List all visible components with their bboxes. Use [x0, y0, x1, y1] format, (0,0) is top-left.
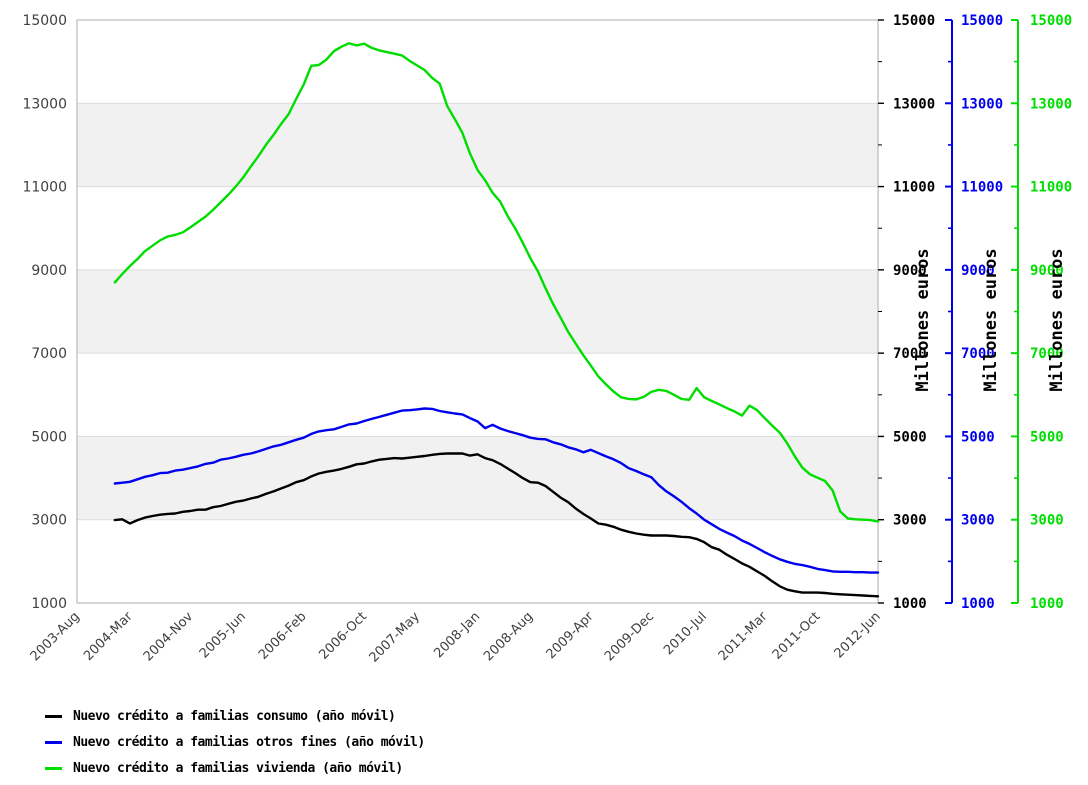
blue-axis-tick-label: 5000	[961, 429, 995, 445]
green-axis-tick-label: 15000	[1030, 13, 1072, 29]
green-axis-tick-label: 3000	[1030, 513, 1064, 529]
blue-axis-tick-label: 3000	[961, 513, 995, 529]
left-axis-tick-label: 15000	[22, 13, 67, 29]
x-axis-tick-label: 2008-Aug	[481, 609, 536, 664]
left-axis-tick-label: 5000	[31, 429, 67, 445]
green-axis-tick-label: 7000	[1030, 346, 1064, 362]
right-axis-black-label: 7000	[893, 346, 927, 362]
legend-swatch-consumo	[45, 714, 62, 718]
green-axis-tick-label: 13000	[1030, 96, 1072, 112]
x-axis-tick-label: 2004-Mar	[81, 609, 136, 664]
right-axis-black-label: 15000	[893, 13, 935, 29]
blue-axis-tick-label: 7000	[961, 346, 995, 362]
chart-legend: Nuevo crédito a familias consumo (año mó…	[45, 703, 425, 781]
right-axis-title-millones-euros: Millones euros	[981, 248, 1001, 391]
left-axis-tick-label: 7000	[31, 346, 67, 362]
x-axis-tick-label: 2010-Jul	[661, 609, 710, 658]
x-axis-tick-label: 2004-Nov	[141, 609, 196, 664]
plot-band	[77, 269, 878, 354]
blue-axis-tick-label: 13000	[961, 96, 1003, 112]
right-axis-title-millones-euros: Millones euros	[1047, 248, 1067, 391]
right-axis-title-millones-euros: Millones euros	[913, 248, 933, 391]
blue-axis-tick-label: 1000	[961, 596, 995, 612]
legend-item-consumo: Nuevo crédito a familias consumo (año mó…	[45, 703, 425, 729]
legend-item-otros-fines: Nuevo crédito a familias otros fines (añ…	[45, 729, 425, 755]
x-axis-tick-label: 2009-Apr	[544, 609, 597, 662]
series-line-0	[113, 452, 880, 598]
right-axis-black-label: 13000	[893, 96, 935, 112]
right-axis-black-label: 5000	[893, 429, 927, 445]
left-axis-tick-label: 11000	[22, 180, 67, 196]
blue-axis-tick-label: 15000	[961, 13, 1003, 29]
series-line-1	[113, 407, 880, 574]
x-axis-tick-label: 2007-May	[367, 609, 424, 666]
green-axis-tick-label: 9000	[1030, 263, 1064, 279]
x-axis-tick-label: 2006-Feb	[256, 609, 310, 663]
x-axis-tick-label: 2003-Aug	[28, 609, 83, 664]
x-axis-tick-label: 2011-Mar	[716, 609, 771, 664]
left-axis-tick-label: 1000	[31, 596, 67, 612]
legend-label-otros-fines: Nuevo crédito a familias otros fines (añ…	[73, 734, 425, 750]
legend-label-vivienda: Nuevo crédito a familias vivienda (año m…	[73, 760, 403, 776]
x-axis-tick-label: 2006-Oct	[317, 609, 370, 662]
plot-band	[77, 436, 878, 520]
x-axis-tick-label: 2012-Jun	[832, 609, 884, 661]
green-axis-tick-label: 1000	[1030, 596, 1064, 612]
left-axis-tick-label: 13000	[22, 96, 67, 112]
green-axis-tick-label: 5000	[1030, 429, 1064, 445]
legend-swatch-otros-fines	[45, 740, 62, 744]
right-axis-black-label: 1000	[893, 596, 927, 612]
green-axis-tick-label: 11000	[1030, 180, 1072, 196]
right-axis-black-label: 9000	[893, 263, 927, 279]
legend-item-vivienda: Nuevo crédito a familias vivienda (año m…	[45, 755, 425, 781]
x-axis-tick-label: 2011-Oct	[770, 609, 823, 662]
right-axis-black-label: 11000	[893, 180, 935, 196]
plot-band	[77, 103, 878, 187]
x-axis-tick-label: 2009-Dec	[602, 609, 657, 664]
right-axis-black-label: 3000	[893, 513, 927, 529]
blue-axis-tick-label: 9000	[961, 263, 995, 279]
left-axis-tick-label: 9000	[31, 263, 67, 279]
legend-label-consumo: Nuevo crédito a familias consumo (año mó…	[73, 708, 396, 724]
legend-swatch-vivienda	[45, 766, 62, 770]
series-line-2	[113, 42, 880, 523]
x-axis-tick-label: 2008-Jan	[431, 609, 483, 661]
x-axis-tick-label: 2005-Jun	[197, 609, 249, 661]
blue-axis-tick-label: 11000	[961, 180, 1003, 196]
left-axis-tick-label: 3000	[31, 513, 67, 529]
